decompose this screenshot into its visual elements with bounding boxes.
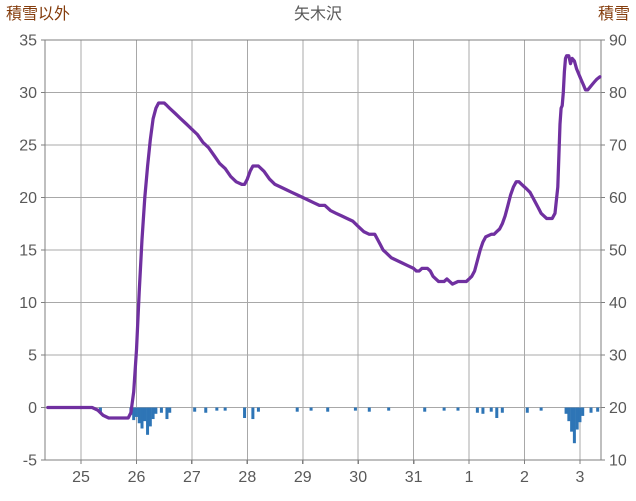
right-tick-label: 80 xyxy=(609,85,627,102)
non-snow-bar xyxy=(137,407,141,424)
non-snow-bar xyxy=(134,407,138,417)
non-snow-bar xyxy=(575,407,579,430)
x-tick-label: 28 xyxy=(238,469,256,486)
non-snow-bar xyxy=(500,407,504,413)
non-snow-bar xyxy=(581,407,585,416)
non-snow-bar xyxy=(589,407,593,413)
non-snow-bar xyxy=(204,407,208,413)
non-snow-bar xyxy=(387,407,391,411)
left-tick-label: 10 xyxy=(19,295,37,312)
non-snow-bar xyxy=(578,407,582,423)
x-tick-label: 29 xyxy=(294,469,312,486)
non-snow-bar xyxy=(489,407,493,412)
non-snow-bar xyxy=(539,407,543,411)
left-tick-label: 5 xyxy=(28,348,37,365)
non-snow-bar xyxy=(495,407,499,418)
non-snow-bar xyxy=(148,407,152,427)
non-snow-bar xyxy=(146,407,150,435)
non-snow-bar xyxy=(140,407,144,429)
right-tick-label: 40 xyxy=(609,295,627,312)
non-snow-bar xyxy=(193,407,197,412)
non-snow-bar xyxy=(475,407,479,413)
non-snow-bar xyxy=(326,407,330,412)
left-tick-label: 15 xyxy=(19,243,37,260)
non-snow-bar xyxy=(442,407,446,411)
non-snow-bar xyxy=(481,407,485,414)
right-tick-label: 60 xyxy=(609,190,627,207)
right-tick-label: 70 xyxy=(609,138,627,155)
left-tick-label: 20 xyxy=(19,190,37,207)
x-tick-label: 26 xyxy=(128,469,146,486)
non-snow-bar xyxy=(98,407,102,413)
non-snow-bar xyxy=(159,407,163,413)
x-tick-label: 30 xyxy=(349,469,367,486)
non-snow-bar xyxy=(154,407,158,414)
left-axis-title: 積雪以外 xyxy=(6,6,71,23)
left-tick-label: 25 xyxy=(19,138,37,155)
non-snow-bar xyxy=(572,407,576,444)
non-snow-bar xyxy=(525,407,529,413)
non-snow-bar xyxy=(367,407,371,412)
non-snow-bar xyxy=(168,407,172,413)
non-snow-bar xyxy=(256,407,260,412)
right-axis-title: 積雪 xyxy=(597,6,630,23)
x-tick-label: 27 xyxy=(183,469,201,486)
non-snow-bar xyxy=(456,407,460,411)
non-snow-bar xyxy=(353,407,357,411)
non-snow-bar xyxy=(570,407,574,432)
non-snow-bar xyxy=(223,407,227,411)
non-snow-bar xyxy=(295,407,299,412)
chart-title: 矢木沢 xyxy=(293,6,342,23)
snow-depth-line xyxy=(46,54,602,420)
non-snow-bar xyxy=(143,407,147,422)
left-tick-label: 0 xyxy=(28,400,37,417)
x-tick-label: 31 xyxy=(405,469,423,486)
left-tick-label: -5 xyxy=(23,453,37,470)
non-snow-bar xyxy=(309,407,313,411)
non-snow-bar xyxy=(596,407,600,412)
x-tick-label: 3 xyxy=(575,469,584,486)
left-tick-label: 35 xyxy=(19,33,37,50)
non-snow-bar xyxy=(165,407,169,420)
right-tick-label: 90 xyxy=(609,33,627,50)
x-tick-label: 2 xyxy=(520,469,529,486)
x-tick-label: 25 xyxy=(72,469,90,486)
left-tick-label: 30 xyxy=(19,85,37,102)
non-snow-bar xyxy=(567,407,571,422)
right-tick-label: 50 xyxy=(609,243,627,260)
x-tick-label: 1 xyxy=(465,469,474,486)
right-tick-label: 20 xyxy=(609,400,627,417)
non-snow-bar xyxy=(132,407,136,421)
right-tick-label: 10 xyxy=(609,453,627,470)
right-tick-label: 30 xyxy=(609,348,627,365)
non-snow-bar xyxy=(423,407,427,412)
non-snow-bar xyxy=(215,407,219,411)
non-snow-bar xyxy=(243,407,247,418)
non-snow-bar xyxy=(251,407,255,420)
non-snow-bar xyxy=(151,407,155,420)
non-snow-bar xyxy=(564,407,568,414)
